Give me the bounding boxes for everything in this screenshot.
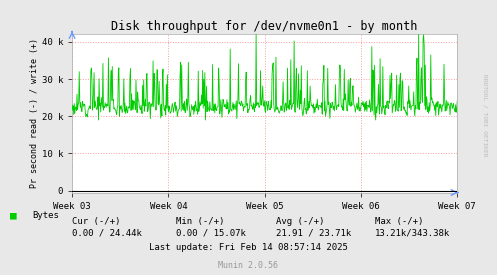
Text: RRDTOOL / TOBI OETIKER: RRDTOOL / TOBI OETIKER xyxy=(482,74,487,157)
Text: 0.00 / 24.44k: 0.00 / 24.44k xyxy=(72,228,142,237)
Text: Bytes: Bytes xyxy=(32,211,59,220)
Text: Munin 2.0.56: Munin 2.0.56 xyxy=(219,261,278,270)
Text: Cur (-/+): Cur (-/+) xyxy=(72,217,120,226)
Text: 21.91 / 23.71k: 21.91 / 23.71k xyxy=(276,228,351,237)
Text: 13.21k/343.38k: 13.21k/343.38k xyxy=(375,228,450,237)
Text: Last update: Fri Feb 14 08:57:14 2025: Last update: Fri Feb 14 08:57:14 2025 xyxy=(149,243,348,252)
Text: Max (-/+): Max (-/+) xyxy=(375,217,423,226)
Text: ■: ■ xyxy=(10,211,17,221)
Text: Min (-/+): Min (-/+) xyxy=(176,217,225,226)
Y-axis label: Pr second read (-) / write (+): Pr second read (-) / write (+) xyxy=(30,39,39,188)
Text: 0.00 / 15.07k: 0.00 / 15.07k xyxy=(176,228,247,237)
Text: Avg (-/+): Avg (-/+) xyxy=(276,217,324,226)
Title: Disk throughput for /dev/nvme0n1 - by month: Disk throughput for /dev/nvme0n1 - by mo… xyxy=(111,20,418,33)
